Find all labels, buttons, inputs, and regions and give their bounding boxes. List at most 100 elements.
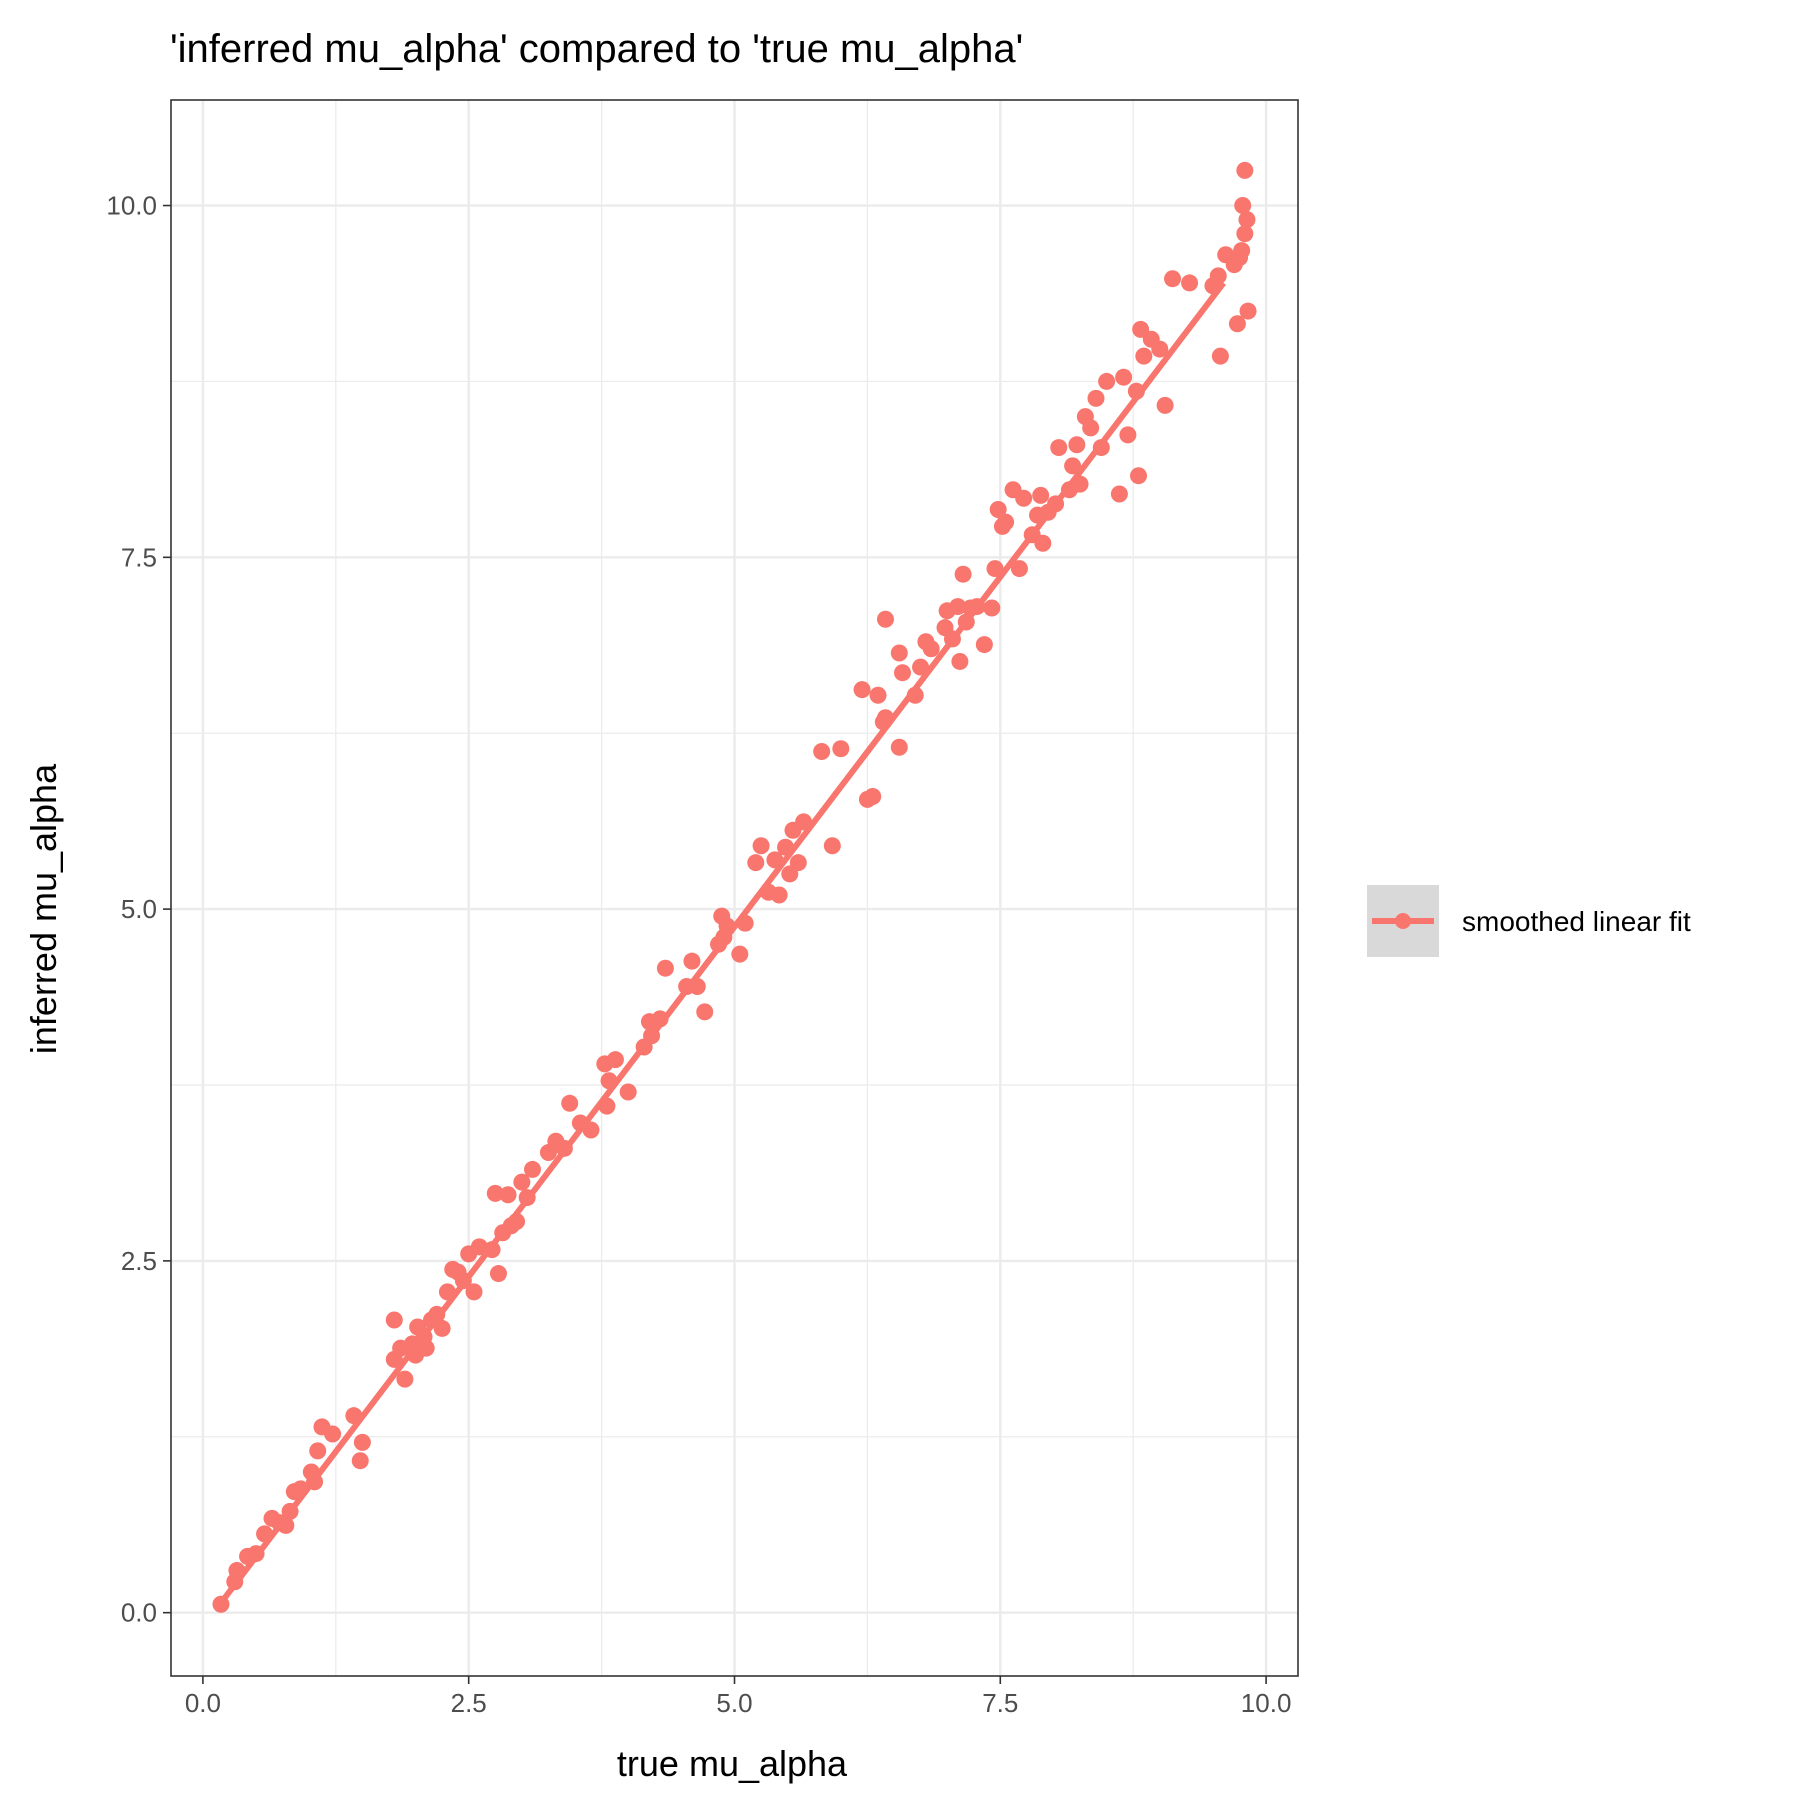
data-point <box>688 978 706 995</box>
data-point <box>1110 485 1128 503</box>
data-point <box>486 1184 504 1202</box>
data-point <box>1239 302 1257 320</box>
data-point <box>433 1319 451 1337</box>
data-point <box>1236 225 1254 243</box>
x-tick-label: 2.5 <box>451 1688 487 1718</box>
data-point <box>582 1121 600 1139</box>
data-point <box>470 1238 488 1256</box>
data-point <box>309 1442 327 1460</box>
data-point <box>949 598 967 616</box>
data-point <box>906 686 924 704</box>
data-point <box>651 1010 669 1028</box>
data-point <box>1032 486 1050 504</box>
data-point <box>396 1370 414 1388</box>
data-point <box>968 598 986 616</box>
data-point <box>247 1545 265 1563</box>
data-point <box>324 1425 342 1443</box>
legend: smoothed linear fit <box>1367 885 1691 957</box>
data-point <box>683 952 701 970</box>
data-point <box>1010 560 1028 578</box>
data-point <box>508 1212 526 1230</box>
data-point <box>1238 211 1256 229</box>
data-point <box>876 709 894 727</box>
data-point <box>890 738 908 756</box>
data-point <box>1181 274 1199 292</box>
data-point <box>718 917 736 935</box>
data-point <box>853 681 871 699</box>
data-point <box>696 1003 714 1021</box>
data-point <box>890 644 908 662</box>
data-point <box>1119 426 1137 444</box>
x-tick-label: 10.0 <box>1241 1688 1292 1718</box>
data-point <box>1233 242 1251 260</box>
data-point <box>518 1189 536 1207</box>
data-point <box>975 636 993 654</box>
data-point <box>1209 267 1227 285</box>
data-point <box>1047 495 1065 513</box>
data-point <box>1228 315 1246 333</box>
data-point <box>351 1452 369 1470</box>
data-point <box>306 1473 324 1491</box>
chart-title: 'inferred mu_alpha' compared to 'true mu… <box>170 27 1023 71</box>
data-point <box>986 560 1004 578</box>
data-point <box>922 640 940 658</box>
data-point <box>345 1407 363 1425</box>
data-point <box>813 743 831 761</box>
data-point <box>428 1305 446 1323</box>
legend-label: smoothed linear fit <box>1462 906 1691 937</box>
data-point <box>454 1272 472 1290</box>
data-point <box>1015 489 1033 507</box>
data-point <box>823 837 841 855</box>
data-point <box>997 513 1015 531</box>
axis-ticks: 0.0 2.5 5.0 7.5 10.0 0.0 2.5 5.0 7.5 10.0 <box>106 191 1291 1718</box>
data-point <box>1098 372 1116 390</box>
data-point <box>989 500 1007 518</box>
data-point <box>600 1072 618 1090</box>
data-point <box>1082 419 1100 437</box>
y-tick-label: 7.5 <box>121 542 157 572</box>
data-point <box>1115 368 1133 386</box>
data-point <box>876 610 894 628</box>
data-point <box>555 1139 573 1157</box>
x-tick-label: 7.5 <box>982 1688 1018 1718</box>
data-point <box>795 813 813 831</box>
data-point <box>770 886 788 904</box>
y-tick-label: 5.0 <box>121 894 157 924</box>
data-point <box>417 1339 435 1357</box>
legend-key-point <box>1395 913 1411 929</box>
data-point <box>1211 347 1229 365</box>
data-point <box>513 1173 531 1191</box>
data-point <box>228 1561 246 1579</box>
data-point <box>1071 475 1089 493</box>
data-point <box>864 788 882 806</box>
data-point <box>983 599 1001 617</box>
data-point <box>385 1311 403 1329</box>
data-point <box>483 1241 501 1259</box>
data-point <box>438 1283 456 1301</box>
y-tick-label: 0.0 <box>121 1598 157 1628</box>
data-point <box>1087 389 1105 407</box>
data-point <box>598 1097 616 1115</box>
data-point <box>736 914 754 932</box>
data-point <box>1234 197 1252 215</box>
y-tick-label: 2.5 <box>121 1246 157 1276</box>
data-point <box>619 1083 637 1101</box>
data-point <box>353 1433 371 1451</box>
data-point <box>957 613 975 631</box>
data-point <box>1130 467 1148 485</box>
data-point <box>292 1480 310 1498</box>
data-point <box>1092 439 1110 457</box>
data-point <box>731 945 749 963</box>
data-point <box>606 1051 624 1069</box>
data-point <box>1034 534 1052 552</box>
x-tick-label: 5.0 <box>716 1688 752 1718</box>
data-point <box>789 854 807 872</box>
data-point <box>954 565 972 583</box>
data-point <box>893 664 911 682</box>
data-point <box>1068 436 1086 454</box>
data-point <box>561 1094 579 1112</box>
data-point <box>656 959 674 977</box>
data-point <box>747 854 765 872</box>
y-tick-label: 10.0 <box>106 191 157 221</box>
data-point <box>912 658 930 676</box>
